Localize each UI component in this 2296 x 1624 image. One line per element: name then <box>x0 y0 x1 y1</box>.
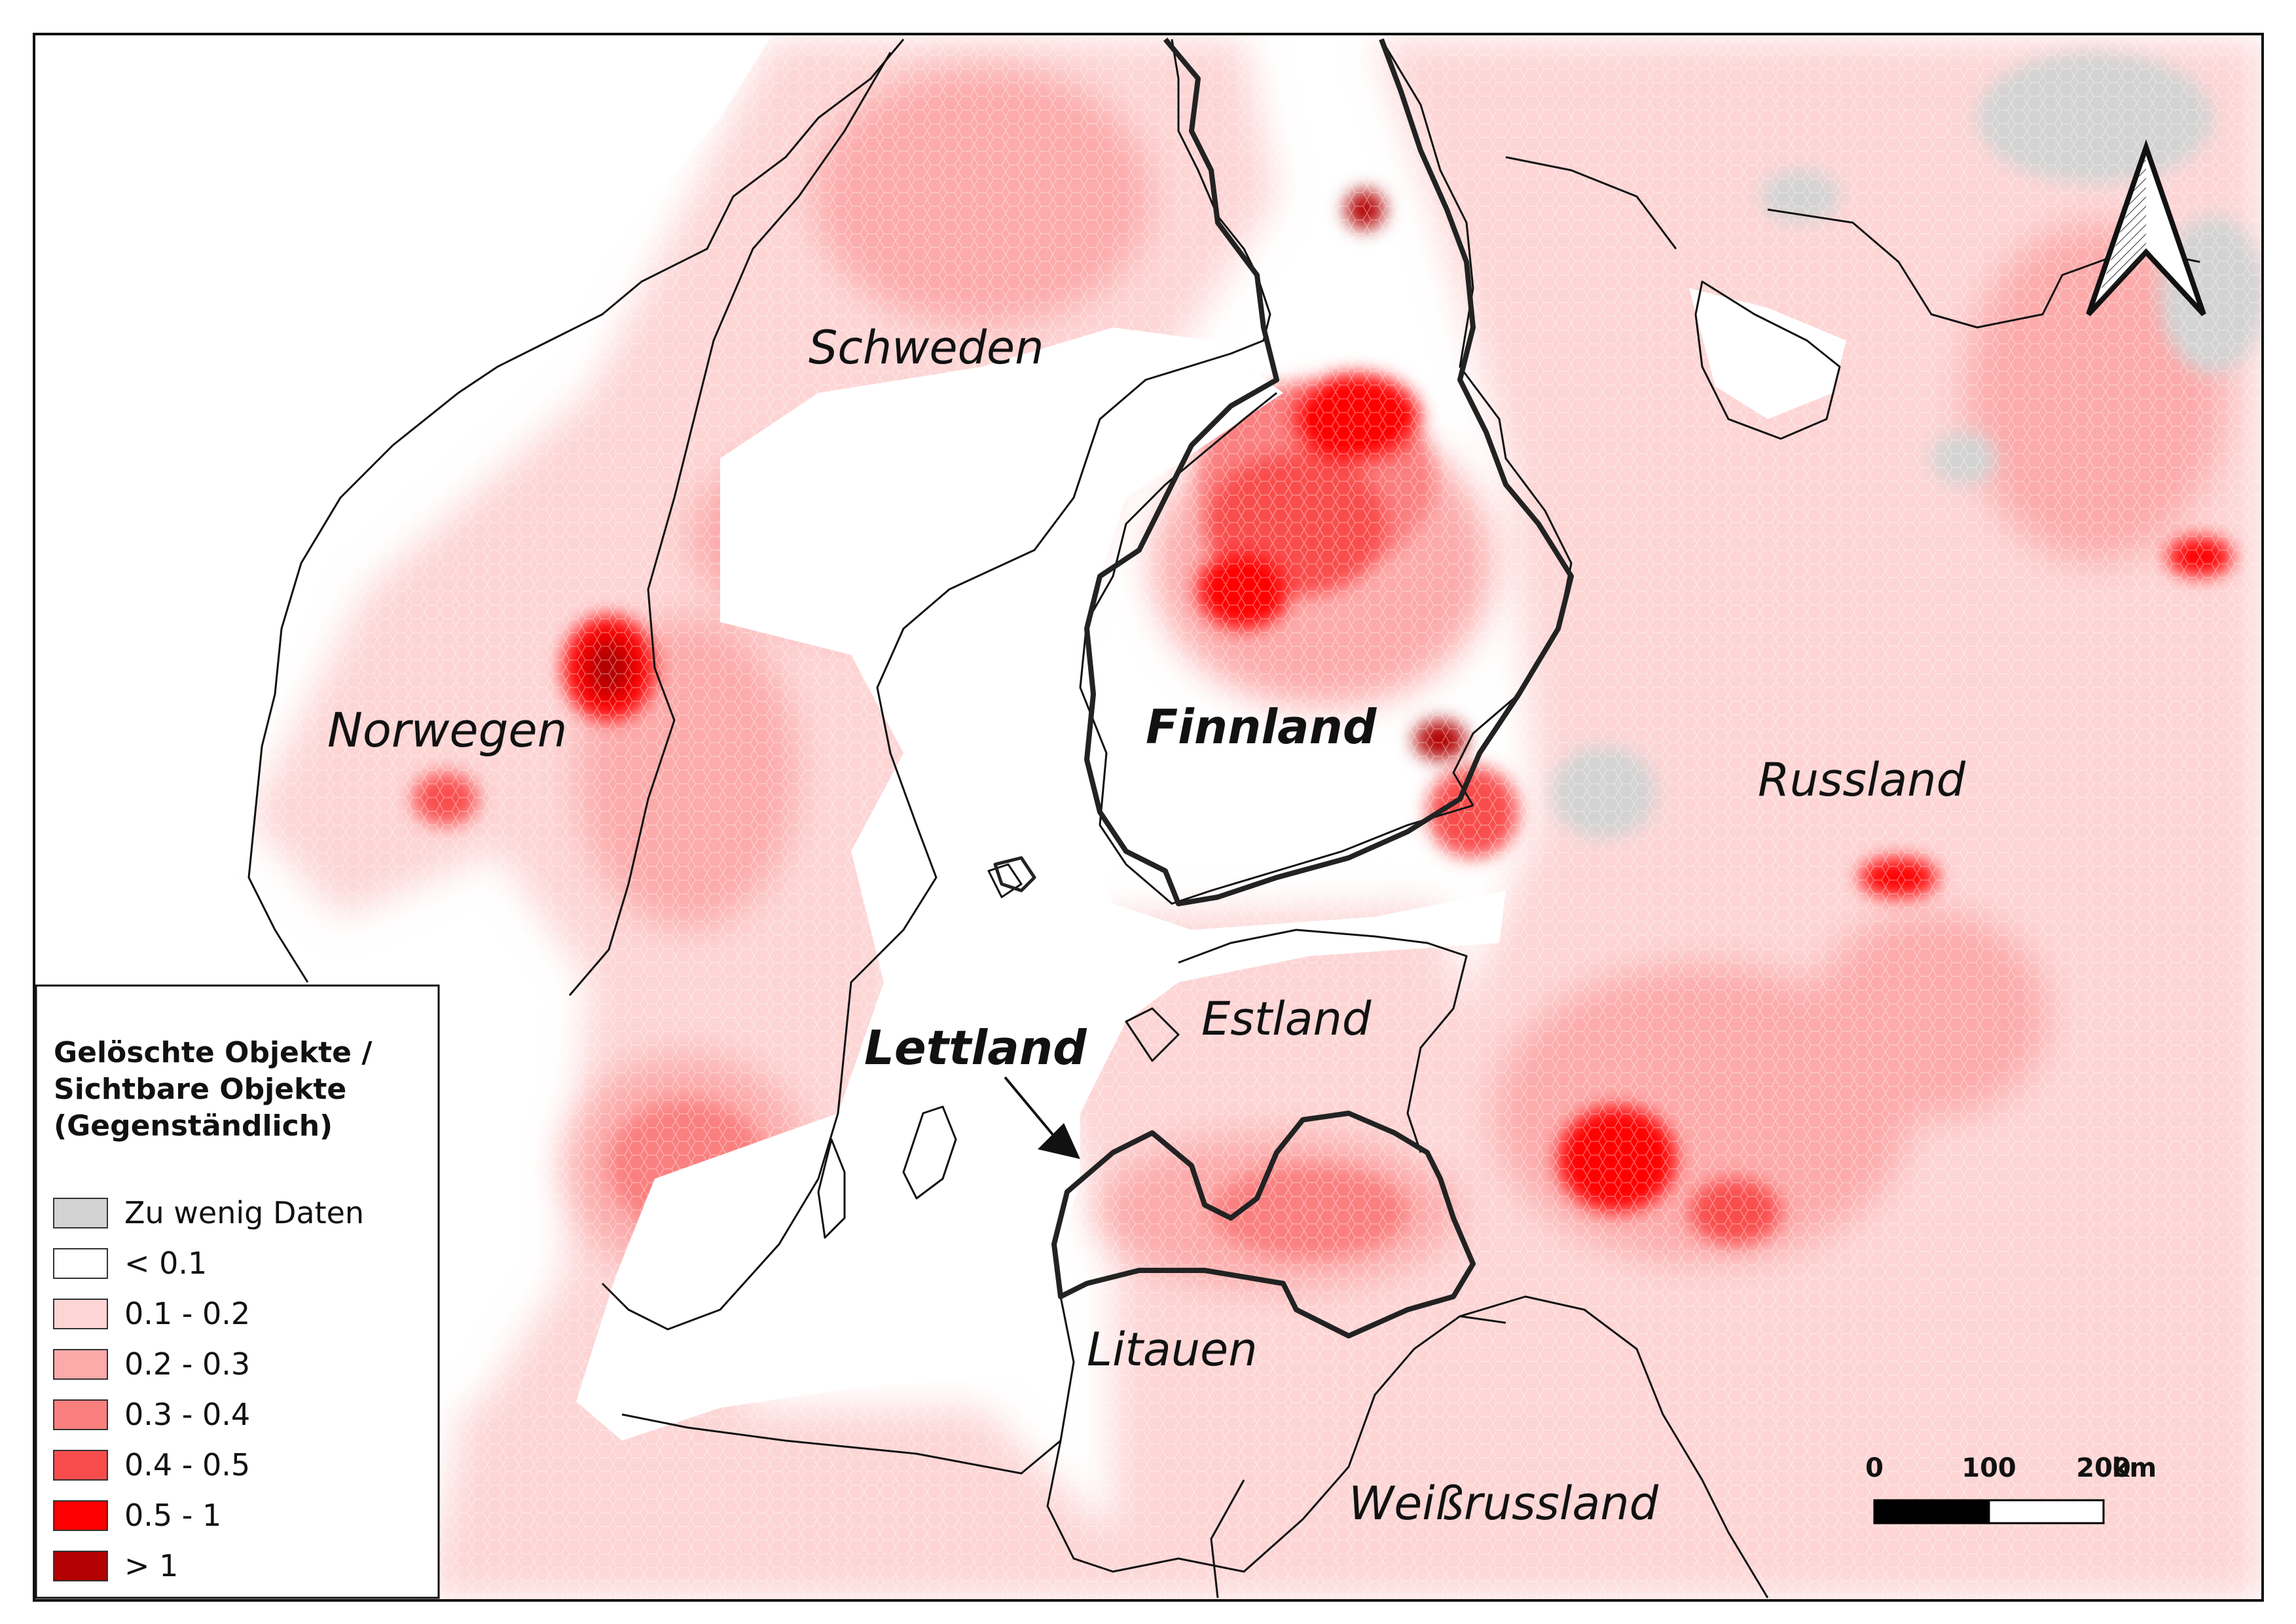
legend: Gelöschte Objekte / Sichtbare Objekte(Geg… <box>35 984 440 1599</box>
legend-label: 0.1 - 0.2 <box>124 1296 250 1331</box>
legend-title-line: Sichtbare Objekte <box>54 1073 346 1106</box>
north-arrow-icon <box>2086 139 2206 316</box>
legend-swatch <box>53 1399 108 1430</box>
scale-tick-200: 200 <box>2076 1453 2131 1483</box>
label-estland: Estland <box>1201 992 1372 1046</box>
map-frame <box>33 33 2264 1602</box>
legend-title-line: Gelöschte Objekte / <box>54 1036 373 1069</box>
finland-border <box>1084 37 1574 906</box>
lettland-pointer-arrow <box>1004 1076 1080 1159</box>
scale-bar: 0 100 200 km <box>1865 1453 2157 1524</box>
legend-items: Zu wenig Daten < 0.1 0.1 - 0.2 0.2 - 0.3 0.3… <box>53 1195 364 1583</box>
sea-areas <box>34 34 1846 1441</box>
legend-swatch <box>53 1299 108 1329</box>
label-finnland: Finnland <box>1146 699 1377 754</box>
highlighted-countries <box>993 37 1574 1338</box>
legend-label: < 0.1 <box>124 1246 207 1281</box>
label-lettland: Lettland <box>864 1020 1087 1075</box>
legend-title-line: (Gegenständlich) <box>54 1109 333 1143</box>
legend-label: 0.3 - 0.4 <box>124 1397 250 1432</box>
label-litauen: Litauen <box>1087 1323 1258 1376</box>
legend-title: Gelöschte Objekte / Sichtbare Objekte(Geg… <box>54 1036 373 1143</box>
label-norwegen: Norwegen <box>327 703 567 758</box>
aland-islands <box>993 856 1036 893</box>
legend-label: 0.5 - 1 <box>124 1498 221 1533</box>
scale-tick-100: 100 <box>1961 1453 2016 1483</box>
legend-swatch <box>53 1450 108 1481</box>
label-weissrussland: Weißrussland <box>1349 1477 1659 1530</box>
legend-swatch <box>53 1500 108 1531</box>
legend-swatch <box>53 1248 108 1279</box>
country-boundaries <box>247 39 2200 1598</box>
scale-tick-0: 0 <box>1865 1453 1884 1483</box>
legend-swatch <box>53 1198 108 1228</box>
legend-label: 0.2 - 0.3 <box>124 1346 250 1382</box>
legend-swatch <box>53 1551 108 1581</box>
legend-label: Zu wenig Daten <box>124 1195 364 1230</box>
legend-swatch <box>53 1349 108 1380</box>
legend-label: > 1 <box>124 1548 178 1583</box>
legend-label: 0.4 - 0.5 <box>124 1447 250 1483</box>
label-schweden: Schweden <box>809 321 1044 375</box>
label-russland: Russland <box>1758 753 1966 807</box>
latvia-border <box>1051 1111 1476 1338</box>
scale-unit: km <box>2112 1453 2157 1483</box>
country-labels: Schweden Norwegen Finnland Russland Estl… <box>327 321 1966 1530</box>
